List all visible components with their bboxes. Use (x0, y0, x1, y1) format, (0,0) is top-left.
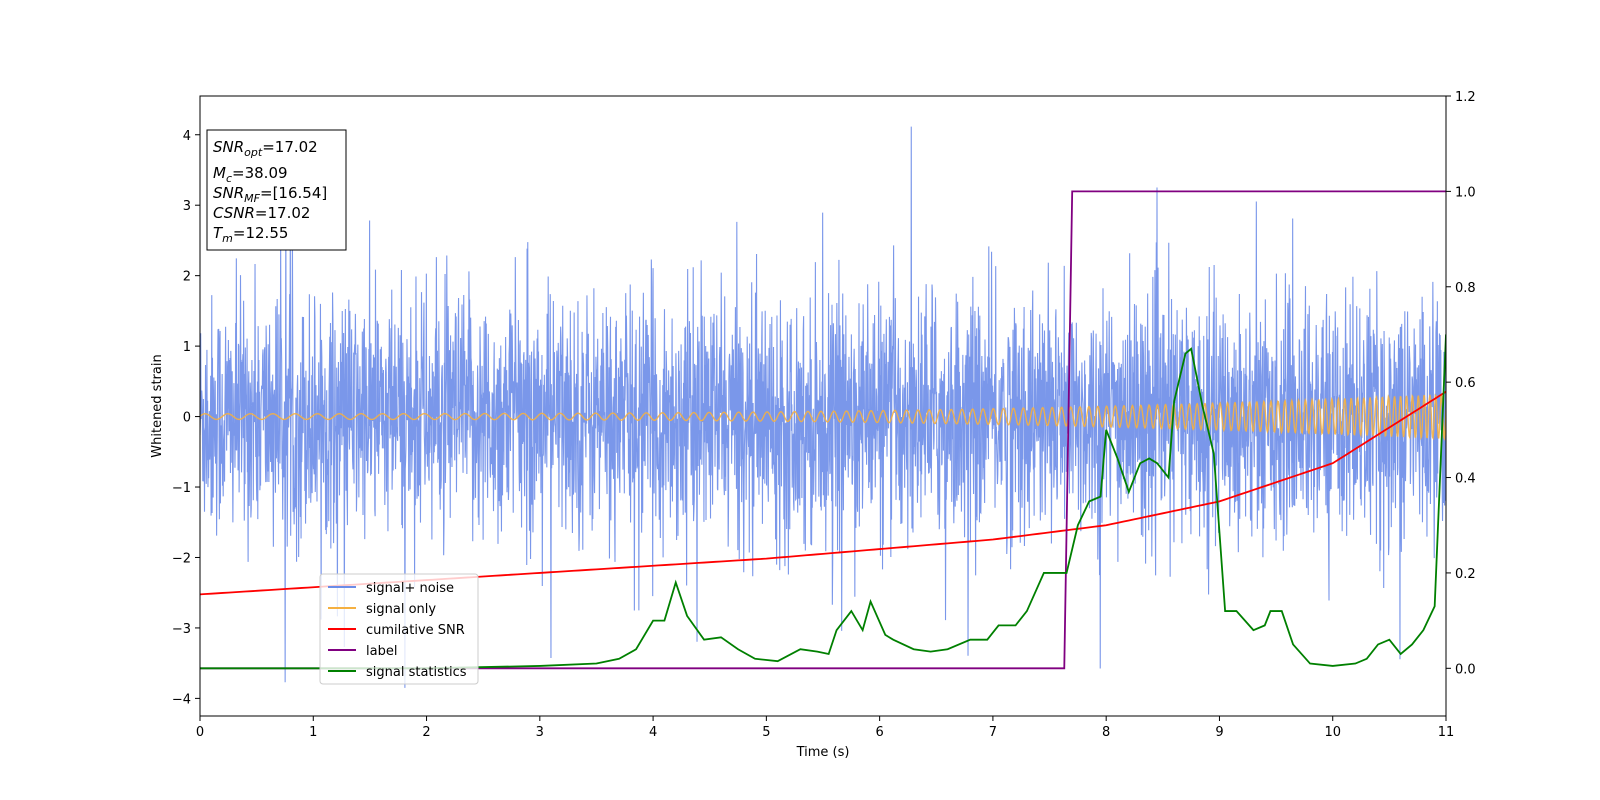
x-tick-label: 8 (1102, 725, 1110, 740)
plot-frame (199, 95, 1447, 717)
annotation-subscript: MF (244, 192, 260, 205)
x-tick-label: 2 (422, 725, 430, 740)
annotation-symbol: CSNR (213, 204, 255, 222)
annotation-frame (206, 129, 347, 251)
x-tick-label: 11 (1438, 725, 1455, 740)
x-axis-label: Time (s) (796, 745, 850, 760)
y-left-tick-label: 3 (183, 199, 191, 214)
annotation-symbol: SNR (213, 184, 244, 202)
y-axis-right: 1.2 1.0 0.8 0.6 0.4 0.2 0.0 (1446, 90, 1476, 677)
annotation-value: =[16.54] (260, 184, 327, 202)
annotation-line: Tm=12.55 (213, 224, 288, 245)
x-tick-label: 9 (1215, 725, 1223, 740)
legend-label: signal only (366, 602, 436, 617)
y-left-tick-label: −1 (172, 481, 191, 496)
y-left-tick-label: −2 (172, 551, 191, 566)
x-tick-label: 7 (989, 725, 997, 740)
y-left-tick-label: 2 (183, 270, 191, 285)
x-axis: 0 1 2 3 4 5 6 7 8 9 10 11 (196, 716, 1454, 740)
legend: signal+ noise signal only cumilative SNR la… (319, 573, 479, 685)
y-left-tick-label: 1 (183, 340, 191, 355)
x-tick-label: 6 (875, 725, 883, 740)
annotation-subscript: opt (244, 146, 263, 159)
legend-label: cumilative SNR (366, 623, 465, 638)
x-tick-label: 3 (536, 725, 544, 740)
annotation-value: =17.02 (262, 138, 318, 156)
annotation-line: Mc=38.09 (213, 164, 288, 185)
series-signal-noise (200, 126, 1446, 688)
annotation-box: SNRopt=17.02Mc=38.09SNRMF=[16.54]CSNR=17… (206, 129, 347, 251)
annotation-value: =38.09 (232, 164, 288, 182)
y-right-tick-label: 0.8 (1455, 281, 1476, 296)
legend-label: label (366, 644, 397, 659)
y-right-tick-label: 0.2 (1455, 567, 1476, 582)
y-left-tick-label: −3 (172, 622, 191, 637)
legend-label: signal+ noise (366, 581, 454, 596)
series-signal-only (200, 394, 1446, 442)
x-tick-label: 1 (309, 725, 317, 740)
y-right-tick-label: 1.0 (1455, 185, 1476, 200)
x-tick-label: 10 (1324, 725, 1341, 740)
annotation-value: =12.55 (233, 224, 289, 242)
x-tick-label: 0 (196, 725, 204, 740)
annotation-value: =17.02 (255, 204, 311, 222)
y-left-tick-label: 0 (183, 411, 191, 426)
annotation-line: SNRopt=17.02 (213, 138, 318, 159)
y-right-tick-label: 1.2 (1455, 90, 1476, 105)
y-axis-left: 4 3 2 1 0 −1 −2 −3 −4 (172, 129, 200, 707)
annotation-symbol: T (213, 224, 224, 242)
y-right-tick-label: 0.4 (1455, 472, 1476, 487)
y-right-tick-label: 0.0 (1455, 662, 1476, 677)
y-axis-label: Whitened strain (150, 354, 165, 457)
x-tick-label: 4 (649, 725, 657, 740)
x-tick-label: 5 (762, 725, 770, 740)
annotation-line: SNRMF=[16.54] (213, 184, 327, 205)
y-left-tick-label: −4 (172, 692, 191, 707)
annotation-line: CSNR=17.02 (213, 204, 310, 222)
annotation-symbol: M (213, 164, 226, 182)
y-right-tick-label: 0.6 (1455, 376, 1476, 391)
legend-frame (319, 573, 479, 685)
series-signal-statistics (200, 334, 1446, 670)
legend-label: signal statistics (366, 665, 467, 680)
series-label (200, 190, 1446, 670)
annotation-symbol: SNR (213, 138, 244, 156)
y-left-tick-label: 4 (183, 129, 191, 144)
annotation-subscript: m (222, 232, 233, 245)
annotation-subscript: c (226, 172, 232, 185)
